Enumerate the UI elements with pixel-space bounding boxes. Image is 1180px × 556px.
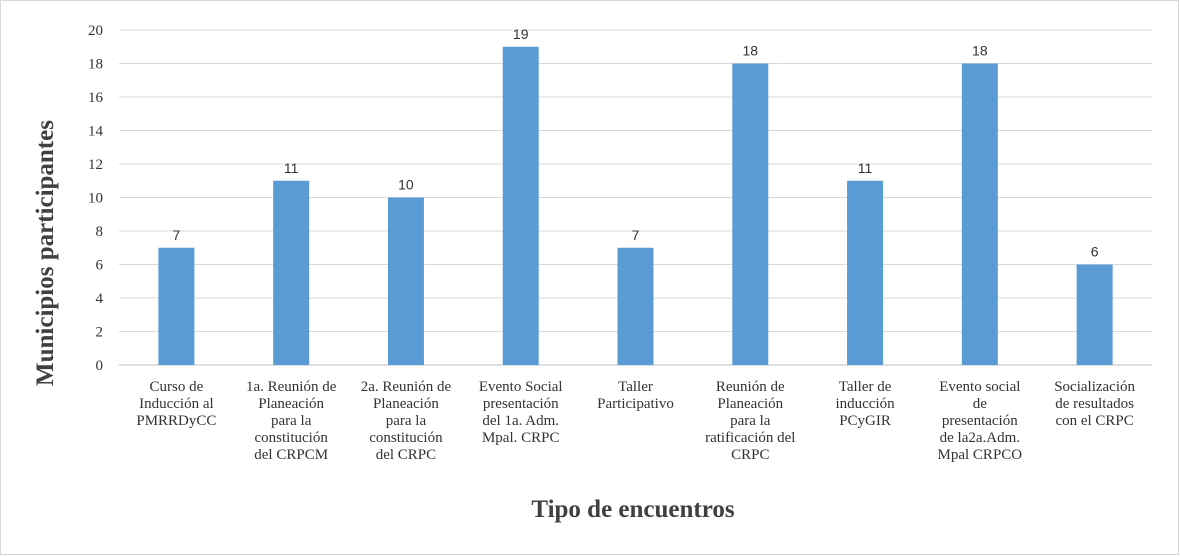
y-tick-label: 8 <box>96 224 104 240</box>
y-tick-label: 20 <box>88 23 103 39</box>
bar <box>387 197 424 365</box>
category-label: Socialización de resultados con el CRPC <box>1054 379 1135 429</box>
category-label: Evento social de presentación de la2a.Adm. M… <box>938 379 1023 463</box>
category-label: Evento Social presentación del 1a. Adm. Mpa… <box>479 379 563 446</box>
data-label: 11 <box>284 160 299 176</box>
data-label: 10 <box>398 177 414 193</box>
data-labels: 7 11 10 19 7 18 11 18 6 <box>172 26 1098 260</box>
x-axis-title: Tipo de encuentros <box>531 496 735 523</box>
category-label: Curso de Inducción al PMRRDyCC <box>136 379 216 429</box>
y-tick-label: 10 <box>88 191 103 207</box>
y-tick-label: 6 <box>96 258 104 274</box>
bars <box>158 46 1113 365</box>
y-tick-label: 14 <box>88 124 104 140</box>
y-tick-label: 4 <box>96 291 104 307</box>
data-label: 7 <box>172 227 180 243</box>
category-label: 2a. Reunión de Planeación para la constituc… <box>361 379 452 463</box>
data-label: 7 <box>632 227 640 243</box>
category-label: Taller Participativo <box>597 379 674 412</box>
x-axis-categories: Curso de Inducción al PMRRDyCC 1a. Reunión … <box>136 379 1135 463</box>
category-label: Reunión de Planeación para la ratificación … <box>705 379 795 463</box>
y-tick-label: 16 <box>88 90 104 106</box>
y-axis-title: Municipios participantes <box>32 120 59 386</box>
data-label: 11 <box>858 160 873 176</box>
y-tick-label: 12 <box>88 157 103 173</box>
bar <box>502 46 539 365</box>
data-label: 18 <box>742 43 758 59</box>
data-label: 6 <box>1091 244 1099 260</box>
category-label: 1a. Reunión de Planeación para la constituc… <box>246 379 337 463</box>
bar <box>1076 264 1113 365</box>
bar <box>732 63 769 365</box>
data-label: 19 <box>513 26 529 42</box>
y-axis-ticks: 0 2 4 6 8 10 12 14 16 18 20 <box>88 23 104 374</box>
bar <box>617 247 654 365</box>
bar <box>961 63 998 365</box>
bar <box>158 247 195 365</box>
bar <box>273 180 310 365</box>
y-tick-label: 0 <box>96 358 104 374</box>
bar <box>847 180 884 365</box>
category-label: Taller de inducción PCyGIR <box>835 379 895 429</box>
data-label: 18 <box>972 43 988 59</box>
y-tick-label: 18 <box>88 57 103 73</box>
y-tick-label: 2 <box>96 325 104 341</box>
